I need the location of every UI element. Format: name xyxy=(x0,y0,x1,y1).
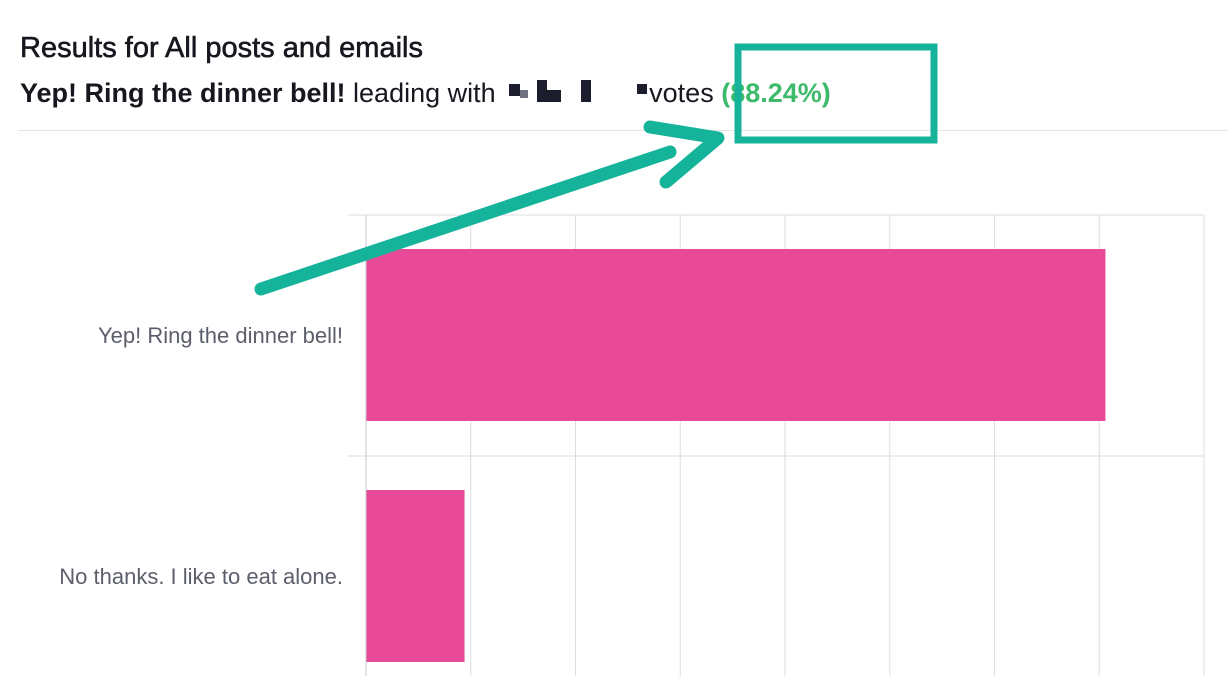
arrow-shaft xyxy=(254,145,677,296)
leading-summary: Yep! Ring the dinner bell! leading with … xyxy=(20,78,831,109)
leading-with-text: leading with xyxy=(353,78,496,108)
category-label: No thanks. I like to eat alone. xyxy=(59,564,343,589)
header-divider xyxy=(18,130,1228,131)
bar-1 xyxy=(366,249,1106,421)
page-title: Results for All posts and emails xyxy=(20,32,424,65)
category-label: Yep! Ring the dinner bell! xyxy=(98,323,343,348)
redacted-vote-count xyxy=(503,80,649,106)
highlight-box xyxy=(734,43,938,144)
arrow-head xyxy=(643,120,725,189)
bar-2 xyxy=(366,490,465,662)
leading-option: Yep! Ring the dinner bell! xyxy=(20,78,346,108)
votes-word: votes xyxy=(649,78,714,108)
